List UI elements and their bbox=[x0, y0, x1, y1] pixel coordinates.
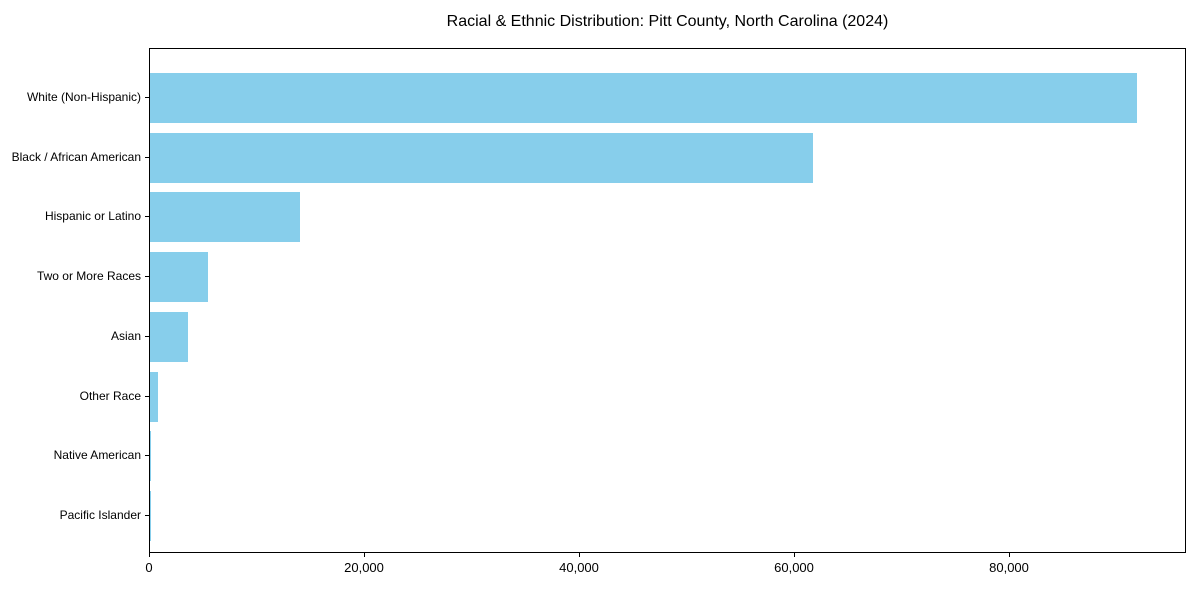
bar-hispanic-or-latino bbox=[150, 192, 300, 243]
x-axis-tick bbox=[149, 553, 150, 557]
y-axis-category-label-native-american: Native American bbox=[53, 448, 141, 463]
x-axis-tick bbox=[1009, 553, 1010, 557]
x-axis-tick bbox=[794, 553, 795, 557]
x-axis-tick-label-20000: 20,000 bbox=[344, 560, 384, 575]
y-axis-category-label-pacific-islander: Pacific Islander bbox=[59, 507, 141, 522]
y-axis-tick bbox=[145, 455, 149, 457]
bar-native-american bbox=[150, 431, 152, 482]
plot-area bbox=[149, 48, 1186, 553]
x-axis-tick-label-40000: 40,000 bbox=[559, 560, 599, 575]
chart-title: Racial & Ethnic Distribution: Pitt Count… bbox=[446, 13, 889, 30]
x-axis-tick-label-80000: 80,000 bbox=[989, 560, 1029, 575]
y-axis-category-label-other-race: Other Race bbox=[79, 388, 141, 403]
y-axis-tick bbox=[145, 514, 149, 516]
y-axis-category-label-two-or-more-races: Two or More Races bbox=[36, 269, 141, 284]
y-axis-category-label-white-non-hispanic: White (Non-Hispanic) bbox=[26, 90, 141, 104]
x-axis-tick-label-60000: 60,000 bbox=[774, 560, 814, 575]
bar-two-or-more-races bbox=[150, 252, 209, 303]
y-axis-tick bbox=[145, 395, 149, 397]
y-axis-tick bbox=[145, 335, 149, 337]
bar-black-african-american bbox=[150, 132, 813, 183]
y-axis-category-label-asian: Asian bbox=[110, 328, 141, 343]
y-axis-tick bbox=[145, 156, 149, 158]
bar-other-race bbox=[150, 371, 158, 422]
y-axis-tick bbox=[145, 216, 149, 218]
bar-white-non-hispanic bbox=[150, 73, 1137, 123]
x-axis-tick bbox=[579, 553, 580, 557]
y-axis-category-label-black-african-american: Black / African American bbox=[11, 149, 141, 164]
y-axis-category-label-hispanic-or-latino: Hispanic or Latino bbox=[44, 209, 141, 224]
x-axis-tick-label-0: 0 bbox=[145, 560, 153, 575]
bar-asian bbox=[150, 311, 188, 362]
y-axis-tick bbox=[145, 97, 149, 98]
y-axis-tick bbox=[145, 276, 149, 278]
x-axis-tick bbox=[364, 553, 365, 557]
